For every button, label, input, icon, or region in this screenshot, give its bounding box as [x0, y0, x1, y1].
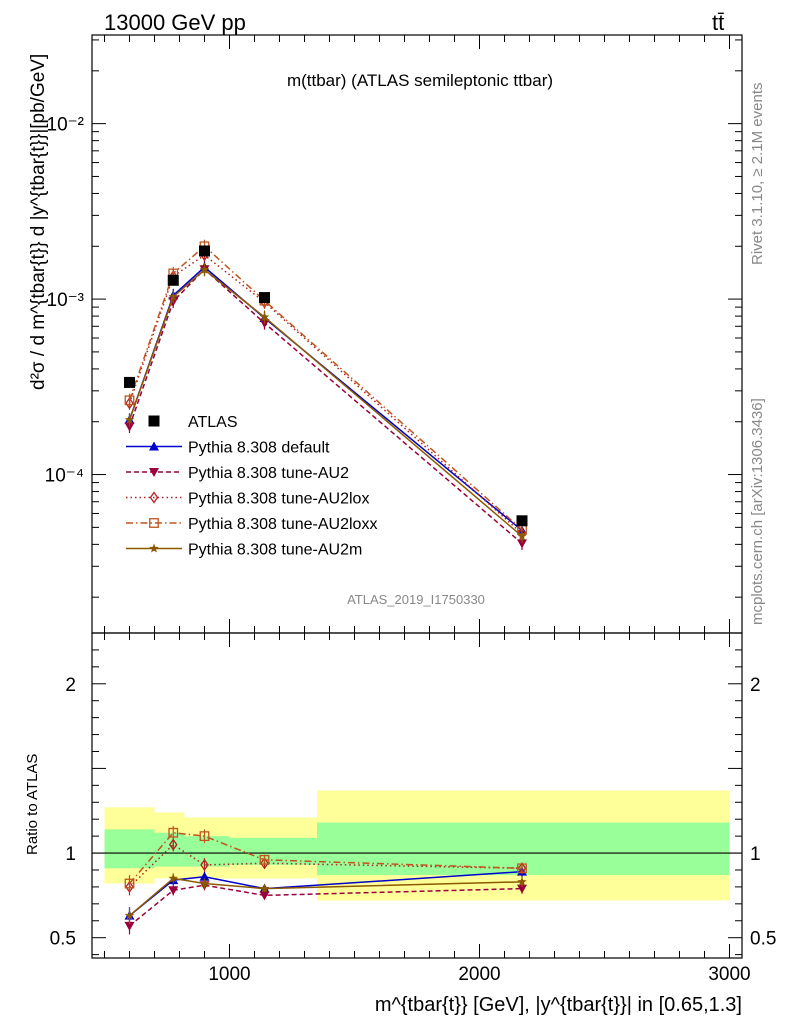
legend-marker-default: [149, 441, 159, 451]
ratio-point-au2: [517, 884, 527, 894]
ratio-point-au2lox: [168, 838, 178, 851]
rivet-label: Rivet 3.1.10, ≥ 2.1M events: [749, 83, 766, 266]
ratio-point-au2lox: [260, 857, 269, 870]
ratio-y-tick-label-left: 2: [65, 675, 76, 696]
ratio-band-inner: [317, 822, 730, 876]
ratio-y-tick-label-right: 0.5: [750, 929, 776, 950]
ratio-band-inner: [184, 836, 230, 867]
main-y-tick-label: 10⁻⁴: [45, 466, 84, 487]
data-point: [199, 245, 210, 257]
mcplots-label: mcplots.cern.ch [arXiv:1306.3436]: [749, 398, 766, 625]
legend-marker-data: [148, 415, 160, 427]
data-point: [516, 515, 528, 527]
ratio-band-inner: [229, 837, 317, 865]
data-point: [167, 274, 179, 286]
series-point-au2m: [124, 414, 135, 424]
data-point: [259, 292, 270, 304]
main-y-axis-label: d²σ / d m^{tbar{t}} d |y^{tbar{t}}|[pb/G…: [28, 54, 49, 390]
series-point-au2lox: [125, 397, 134, 410]
series-point-au2m: [259, 312, 270, 322]
legend-label-au2: Pythia 8.308 tune-AU2: [188, 465, 349, 482]
ratio-point-au2m: [168, 873, 179, 883]
ratio-point-au2loxx: [259, 854, 270, 865]
ratio-point-au2loxx: [199, 831, 210, 842]
ratio-point-au2lox: [200, 858, 209, 872]
ratio-plot-content: 0.5 0.5 1 1 2 2 1000 2000 3000: [50, 633, 776, 985]
ratio-y-axis-label: Ratio to ATLAS: [24, 754, 41, 855]
ratio-y-tick-label-right: 1: [750, 844, 761, 865]
series-point-au2: [517, 539, 527, 549]
data-point: [124, 376, 135, 388]
series-point-au2m: [517, 531, 527, 541]
ratio-point-au2m: [517, 876, 527, 886]
legend-marker-au2m: [149, 543, 159, 553]
ratio-point-au2: [124, 921, 135, 931]
ratio-point-au2loxx: [517, 863, 527, 874]
ratio-point-au2loxx: [124, 878, 135, 889]
ratio-line-au2lox: [128, 843, 523, 888]
plot-title: m(ttbar) (ATLAS semileptonic ttbar): [287, 71, 553, 90]
legend-label-au2m: Pythia 8.308 tune-AU2m: [188, 542, 362, 559]
ratio-y-tick-label-left: 1: [65, 844, 76, 865]
legend-label-au2loxx: Pythia 8.308 tune-AU2loxx: [188, 516, 377, 533]
series-point-au2: [124, 422, 135, 432]
legend-label-data: ATLAS: [188, 414, 238, 431]
series-point-au2m: [168, 291, 179, 301]
ratio-band-inner: [104, 829, 155, 869]
ratio-point-au2m: [199, 878, 210, 888]
ratio-point-au2: [259, 891, 270, 901]
x-tick-label: 1000: [208, 964, 250, 985]
ratio-point-default: [199, 871, 210, 881]
main-y-tick-label: 10⁻²: [47, 115, 85, 136]
main-y-tick-label: 10⁻³: [47, 290, 85, 311]
energy-label: 13000 GeV pp: [104, 10, 246, 35]
ratio-point-au2m: [124, 910, 135, 920]
main-plot-panel: 10⁻⁴ 10⁻³ 10⁻² m(ttbar) (ATLAS semileptoni…: [28, 34, 743, 634]
ratio-y-tick-label-right: 2: [750, 675, 761, 696]
x-tick-label: 2000: [458, 964, 500, 985]
x-tick-label: 3000: [708, 964, 750, 985]
ratio-plot-frame: [91, 632, 743, 959]
legend-label-default: Pythia 8.308 default: [188, 440, 330, 457]
legend-marker-au2loxx: [149, 518, 159, 528]
ratio-point-au2loxx: [168, 827, 179, 838]
ratio-point-au2: [168, 886, 179, 896]
process-label: tt̄: [712, 10, 724, 35]
ratio-plot-panel: 0.5 0.5 1 1 2 2 1000 2000 3000 Ratio to ATLAS m^…: [24, 632, 776, 1016]
legend-label-au2lox: Pythia 8.308 tune-AU2lox: [188, 491, 369, 508]
legend-marker-au2: [149, 468, 159, 477]
legend: ATLAS Pythia 8.308 default Pythia 8.308 tu…: [126, 414, 377, 559]
analysis-label: ATLAS_2019_I1750330: [347, 592, 485, 607]
series-point-au2loxx: [124, 395, 135, 406]
series-line-au2loxx: [128, 245, 523, 531]
legend-marker-au2lox: [149, 491, 159, 504]
series-point-au2m: [199, 264, 210, 274]
ratio-point-au2m: [259, 883, 270, 893]
x-axis-label: m^{tbar{t}} [GeV], |y^{tbar{t}}| in [0.6…: [375, 994, 742, 1016]
ratio-y-tick-label-left: 0.5: [50, 929, 76, 950]
main-plot-content: 10⁻⁴ 10⁻³ 10⁻²: [45, 35, 742, 633]
